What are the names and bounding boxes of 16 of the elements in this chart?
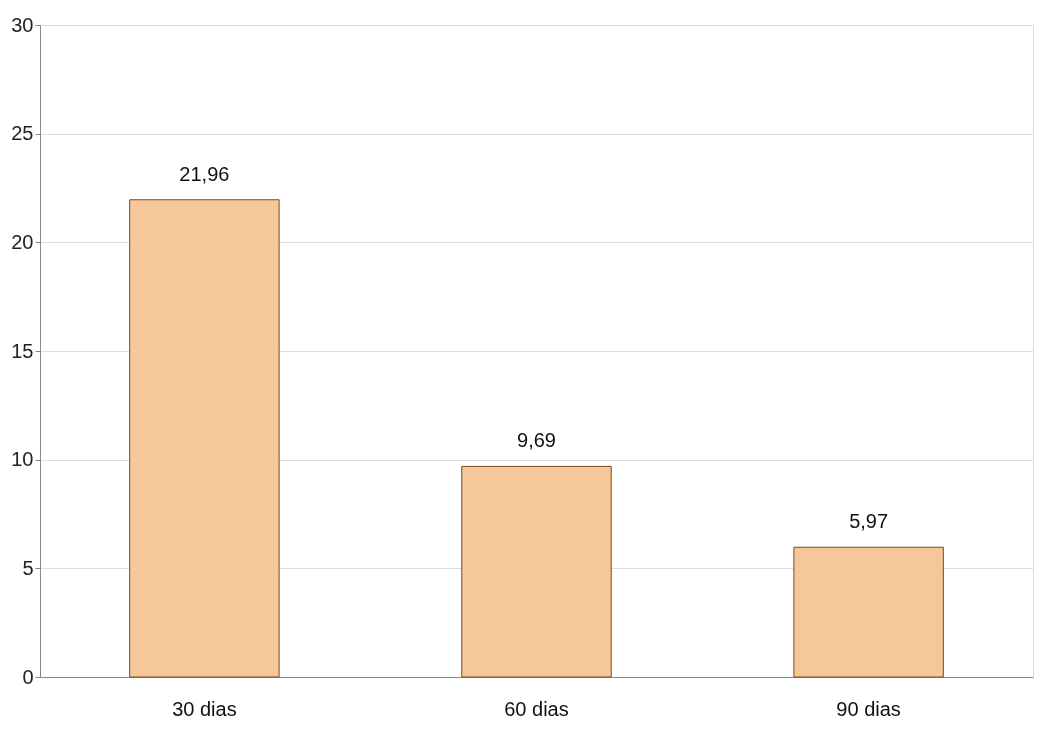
y-tick-label: 10 [11,448,34,471]
x-tick-label: 30 dias [172,697,237,720]
data-label: 21,96 [179,162,230,185]
y-tick-label: 25 [11,122,34,145]
y-tick-label: 15 [11,339,34,362]
y-tick-label: 30 [11,13,34,36]
x-tick-label: 60 dias [504,697,569,720]
y-tick-label: 5 [22,556,34,579]
y-tick-label: 20 [11,230,34,253]
data-label: 9,69 [517,429,556,452]
bar [461,465,612,678]
bar [129,199,280,678]
data-label: 5,97 [849,510,889,533]
bar [793,546,944,678]
x-tick-label: 90 dias [836,697,901,720]
y-tick-label: 0 [22,665,34,688]
